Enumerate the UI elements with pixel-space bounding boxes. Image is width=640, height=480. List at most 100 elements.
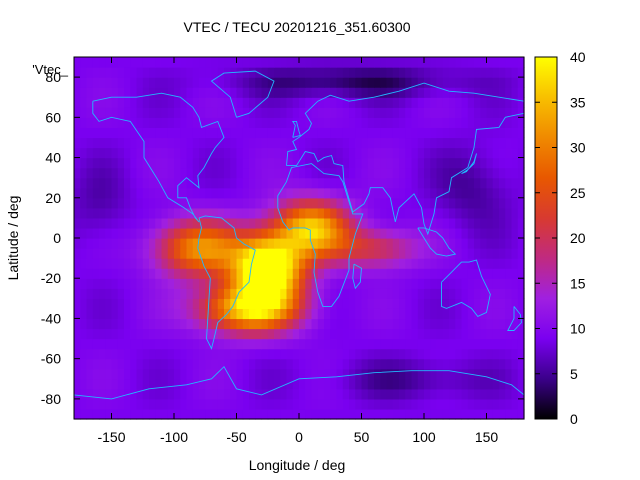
heatmap-cell	[505, 338, 513, 350]
heatmap-cell	[105, 298, 113, 309]
heatmap-cell	[405, 358, 413, 370]
heatmap-cell	[255, 197, 263, 209]
heatmap-cell	[149, 167, 156, 179]
heatmap-cell	[511, 127, 519, 139]
heatmap-cell	[417, 308, 425, 320]
heatmap-cell	[330, 348, 338, 360]
heatmap-cell	[130, 308, 138, 320]
heatmap-cell	[142, 167, 150, 179]
heatmap-cell	[324, 308, 331, 320]
heatmap-cell	[267, 408, 275, 420]
heatmap-cell	[367, 288, 375, 299]
heatmap-cell	[474, 368, 481, 380]
heatmap-cell	[230, 328, 238, 340]
heatmap-cell	[486, 157, 494, 169]
heatmap-cell	[92, 328, 100, 340]
heatmap-cell	[317, 298, 325, 309]
heatmap-cell	[386, 177, 394, 189]
heatmap-cell	[180, 238, 188, 249]
heatmap-cell	[299, 227, 306, 239]
heatmap-cell	[80, 268, 88, 279]
heatmap-cell	[430, 177, 438, 189]
heatmap-cell	[361, 177, 369, 189]
heatmap-cell	[380, 137, 388, 149]
heatmap-cell	[186, 298, 194, 309]
heatmap-cell	[392, 207, 400, 219]
heatmap-cell	[255, 378, 263, 390]
heatmap-cell	[405, 87, 413, 98]
heatmap-cell	[224, 137, 231, 149]
heatmap-cell	[449, 97, 456, 108]
heatmap-cell	[199, 87, 206, 98]
heatmap-cell	[442, 378, 450, 390]
heatmap-cell	[74, 107, 81, 118]
heatmap-cell	[86, 67, 94, 78]
heatmap-cell	[505, 157, 513, 169]
heatmap-cell	[111, 87, 119, 98]
heatmap-cell	[517, 408, 525, 420]
heatmap-cell	[211, 57, 219, 68]
heatmap-cell	[280, 77, 288, 88]
heatmap-cell	[255, 187, 263, 199]
heatmap-cell	[242, 217, 250, 229]
heatmap-cell	[492, 147, 500, 159]
heatmap-cell	[199, 398, 206, 410]
heatmap-cell	[242, 57, 250, 68]
heatmap-cell	[311, 197, 319, 209]
heatmap-cell	[392, 177, 400, 189]
heatmap-cell	[330, 358, 338, 370]
heatmap-cell	[505, 318, 513, 330]
heatmap-cell	[86, 167, 94, 179]
heatmap-cell	[349, 97, 356, 108]
heatmap-cell	[336, 298, 344, 309]
heatmap-cell	[424, 378, 431, 390]
heatmap-cell	[299, 107, 306, 118]
heatmap-cell	[117, 167, 125, 179]
heatmap-cell	[292, 157, 300, 169]
heatmap-cell	[461, 318, 469, 330]
heatmap-cell	[430, 187, 438, 199]
heatmap-cell	[474, 197, 481, 209]
heatmap-cell	[367, 87, 375, 98]
heatmap-cell	[455, 358, 463, 370]
heatmap-cell	[436, 338, 444, 350]
heatmap-cell	[205, 217, 213, 229]
heatmap-cell	[367, 137, 375, 149]
heatmap-cell	[199, 117, 206, 128]
heatmap-cell	[430, 348, 438, 360]
heatmap-cell	[374, 298, 381, 309]
heatmap-cell	[305, 217, 313, 229]
heatmap-cell	[449, 358, 456, 370]
heatmap-cell	[399, 177, 406, 189]
heatmap-cell	[74, 298, 81, 309]
heatmap-cell	[374, 67, 381, 78]
heatmap-cell	[192, 157, 200, 169]
heatmap-cell	[511, 388, 519, 400]
heatmap-cell	[455, 408, 463, 420]
heatmap-cell	[367, 67, 375, 78]
heatmap-cell	[492, 167, 500, 179]
heatmap-cell	[505, 368, 513, 380]
heatmap-cell	[274, 157, 281, 169]
heatmap-cell	[480, 197, 488, 209]
heatmap-cell	[249, 238, 256, 249]
heatmap-cell	[249, 248, 256, 259]
heatmap-cell	[317, 107, 325, 118]
heatmap-cell	[511, 227, 519, 239]
heatmap-cell	[249, 358, 256, 370]
heatmap-cell	[192, 167, 200, 179]
heatmap-cell	[249, 328, 256, 340]
heatmap-cell	[230, 348, 238, 360]
heatmap-cell	[367, 278, 375, 289]
heatmap-cell	[461, 408, 469, 420]
heatmap-cell	[255, 207, 263, 219]
heatmap-cell	[124, 157, 131, 169]
heatmap-cell	[174, 147, 181, 159]
heatmap-cell	[255, 358, 263, 370]
heatmap-cell	[299, 388, 306, 400]
heatmap-cell	[186, 157, 194, 169]
heatmap-cell	[461, 248, 469, 259]
heatmap-cell	[267, 388, 275, 400]
heatmap-cell	[161, 67, 169, 78]
heatmap-cell	[224, 298, 231, 309]
